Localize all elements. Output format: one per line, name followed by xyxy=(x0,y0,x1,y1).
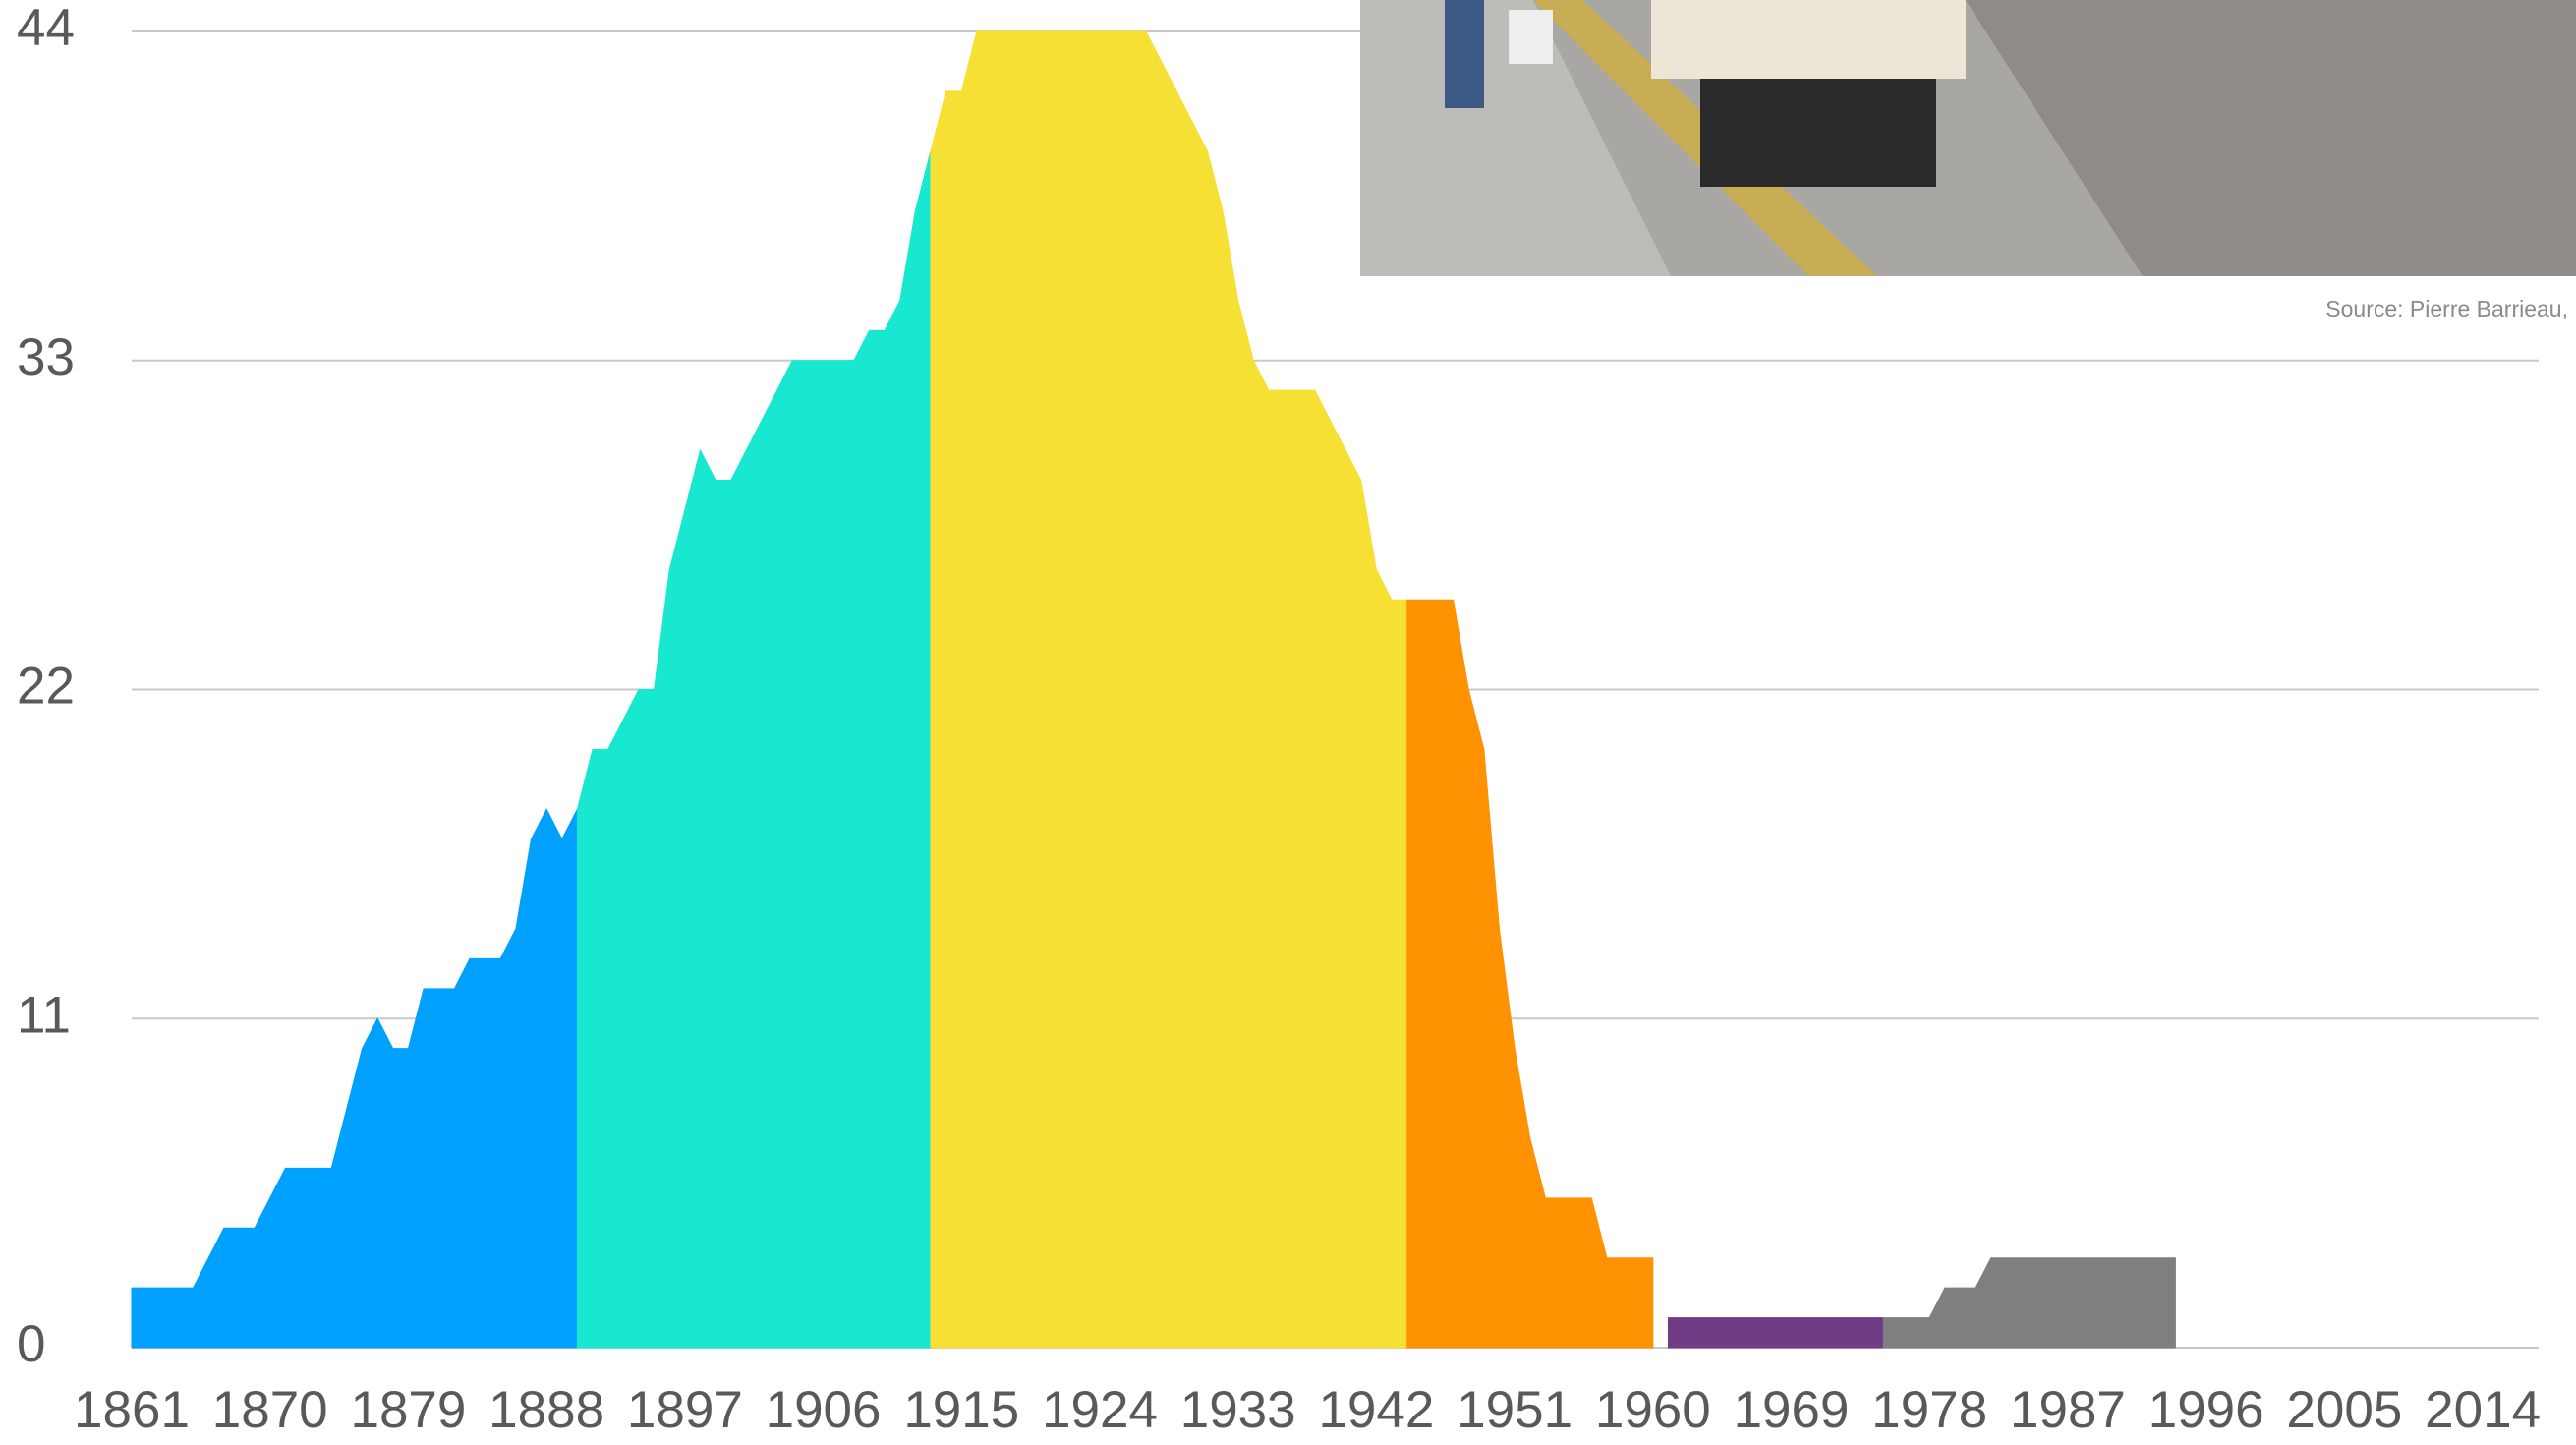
x-tick-label: 1915 xyxy=(903,1381,1019,1439)
photo-train xyxy=(1651,0,1966,79)
photo-bag xyxy=(1509,10,1553,64)
y-tick-label: 22 xyxy=(17,658,75,716)
x-tick-label: 1870 xyxy=(212,1381,328,1439)
y-tick-label: 11 xyxy=(17,986,71,1044)
y-tick-label: 44 xyxy=(17,0,75,57)
x-tick-label: 1897 xyxy=(627,1381,743,1439)
area xyxy=(132,809,577,1348)
y-tick-label: 33 xyxy=(17,328,75,386)
x-tick-label: 1960 xyxy=(1595,1381,1711,1439)
x-tick-label: 1924 xyxy=(1042,1381,1158,1439)
x-tick-label: 1987 xyxy=(2010,1381,2126,1439)
x-tick-label: 1942 xyxy=(1318,1381,1434,1439)
x-tick-label: 2005 xyxy=(2286,1381,2402,1439)
chart: 0 11 22 33 44 1861 1870 1879 1888 1897 1906 1915 192… xyxy=(0,0,2576,1445)
x-tick-label: 1861 xyxy=(74,1381,190,1439)
page: {"chart_data": { "type": "area", "annota… xyxy=(0,0,2576,1445)
x-tick-label: 1996 xyxy=(2148,1381,2264,1439)
x-tick-label: 1933 xyxy=(1180,1381,1296,1439)
x-tick-label: 1951 xyxy=(1457,1381,1573,1439)
photo xyxy=(1360,0,2576,276)
x-tick-label: 2014 xyxy=(2425,1381,2541,1439)
area xyxy=(1883,1258,2175,1348)
area xyxy=(1407,600,1653,1348)
area xyxy=(1668,1318,1883,1348)
photo-person xyxy=(1445,0,1484,108)
x-tick-label: 1906 xyxy=(766,1381,882,1439)
x-tick-label: 1978 xyxy=(1871,1381,1987,1439)
area xyxy=(931,31,1407,1348)
y-tick-label: 0 xyxy=(17,1315,45,1373)
x-tick-label: 1879 xyxy=(350,1381,466,1439)
photo-train-coupler xyxy=(1700,79,1936,187)
area xyxy=(577,151,931,1348)
x-tick-label: 1969 xyxy=(1734,1381,1850,1439)
source-note: Source: Pierre Barrieau, xyxy=(2325,296,2568,321)
x-tick-label: 1888 xyxy=(488,1381,604,1439)
